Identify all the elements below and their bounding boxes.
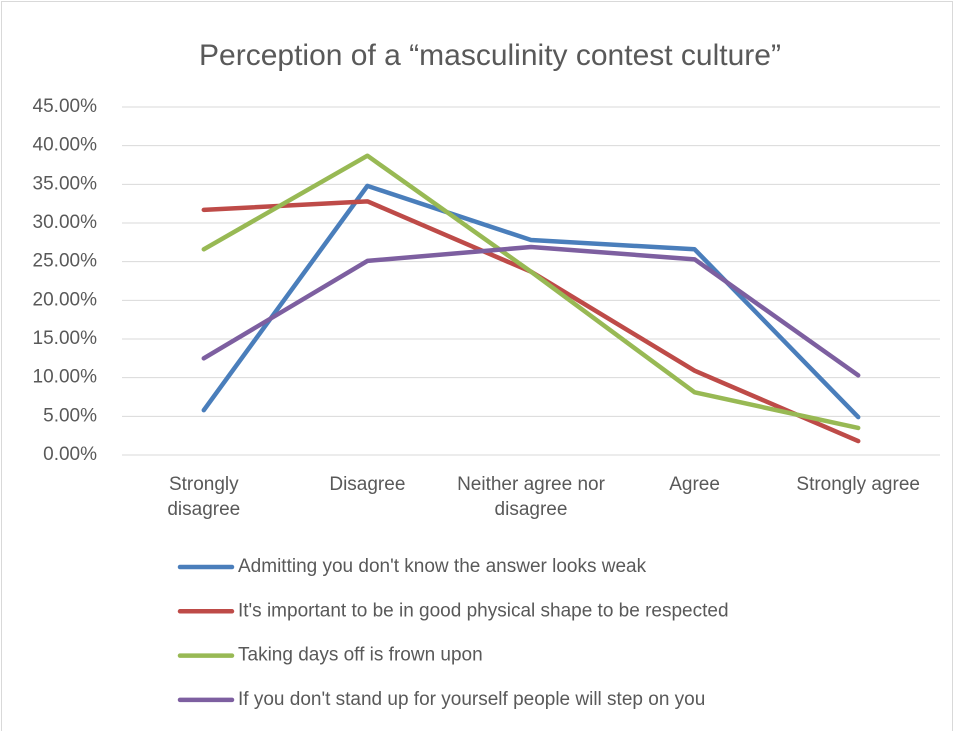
y-tick-label: 15.00% xyxy=(33,328,98,349)
x-tick-label: Neither agree nor disagree xyxy=(457,474,605,520)
y-tick-label: 30.00% xyxy=(33,212,98,233)
legend-label: Taking days off is frown upon xyxy=(238,645,483,666)
legend-label: If you don't stand up for yourself peopl… xyxy=(238,689,705,710)
legend-label: Admitting you don't know the answer look… xyxy=(238,556,647,577)
chart-title: Perception of a “masculinity contest cul… xyxy=(199,39,781,72)
series-line xyxy=(201,244,861,378)
y-tick-label: 35.00% xyxy=(33,173,98,194)
series-line xyxy=(201,153,861,431)
y-tick-label: 40.00% xyxy=(33,135,98,156)
y-tick-label: 0.00% xyxy=(43,444,97,465)
y-tick-label: 10.00% xyxy=(33,367,98,388)
x-tick-label: Disagree xyxy=(329,474,406,495)
y-tick-label: 45.00% xyxy=(33,96,98,117)
legend-label: It's important to be in good physical sh… xyxy=(238,600,729,621)
x-tick-label: Strongly agree xyxy=(796,474,920,495)
x-tick-label: Agree xyxy=(669,474,720,495)
y-tick-label: 25.00% xyxy=(33,251,98,272)
y-tick-label: 5.00% xyxy=(43,405,97,426)
y-tick-label: 20.00% xyxy=(33,289,98,310)
series-line xyxy=(201,183,861,420)
x-tick-label: Strongly disagree xyxy=(167,474,241,520)
